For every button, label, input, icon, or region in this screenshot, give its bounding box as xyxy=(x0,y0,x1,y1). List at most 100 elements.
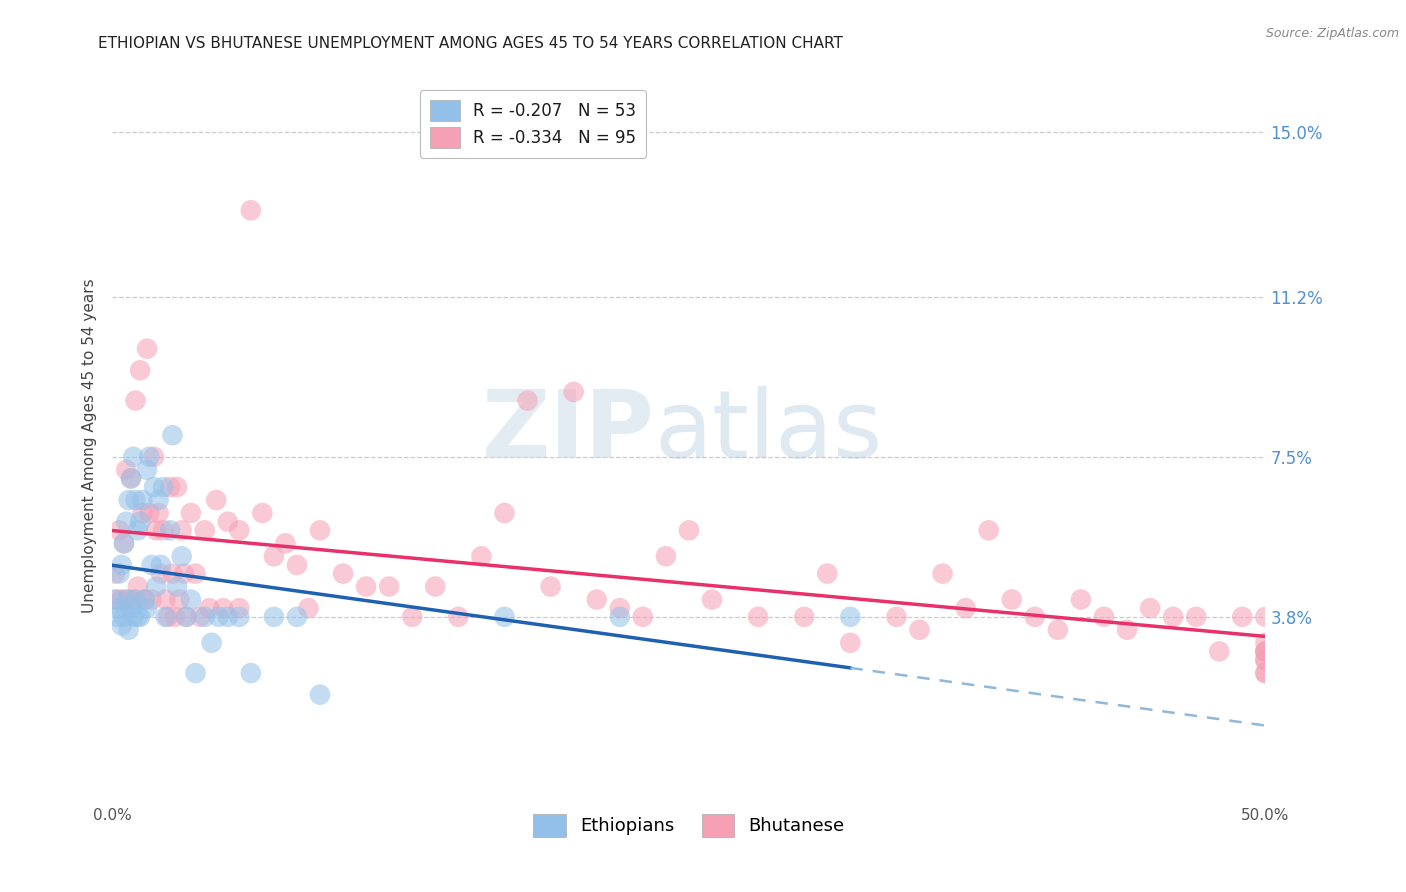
Point xyxy=(228,601,250,615)
Point xyxy=(747,610,769,624)
Point xyxy=(1161,610,1184,624)
Point xyxy=(263,549,285,564)
Point xyxy=(447,610,470,624)
Point xyxy=(159,480,181,494)
Point xyxy=(143,450,166,464)
Point xyxy=(112,536,135,550)
Point xyxy=(148,493,170,508)
Point xyxy=(194,610,217,624)
Point xyxy=(194,524,217,538)
Point xyxy=(122,592,145,607)
Point xyxy=(141,592,163,607)
Point xyxy=(141,558,163,572)
Point xyxy=(201,636,224,650)
Text: Source: ZipAtlas.com: Source: ZipAtlas.com xyxy=(1265,27,1399,40)
Point xyxy=(112,610,135,624)
Point xyxy=(115,515,138,529)
Point xyxy=(145,580,167,594)
Point xyxy=(108,524,131,538)
Point xyxy=(152,480,174,494)
Point xyxy=(1254,644,1277,658)
Point xyxy=(494,506,516,520)
Point xyxy=(931,566,953,581)
Point xyxy=(104,566,127,581)
Point xyxy=(174,610,197,624)
Point xyxy=(136,463,159,477)
Point xyxy=(163,610,186,624)
Point xyxy=(174,610,197,624)
Point xyxy=(127,610,149,624)
Point xyxy=(188,610,211,624)
Point xyxy=(470,549,492,564)
Point xyxy=(1139,601,1161,615)
Point xyxy=(252,506,274,520)
Point xyxy=(159,524,181,538)
Point xyxy=(180,506,202,520)
Text: atlas: atlas xyxy=(654,385,883,478)
Point xyxy=(180,592,202,607)
Point xyxy=(152,524,174,538)
Point xyxy=(124,393,146,408)
Point xyxy=(1254,610,1277,624)
Point xyxy=(401,610,423,624)
Point xyxy=(217,610,239,624)
Point xyxy=(1046,623,1069,637)
Point xyxy=(1254,644,1277,658)
Point xyxy=(170,524,193,538)
Point xyxy=(111,558,134,572)
Point xyxy=(1254,666,1277,681)
Point xyxy=(104,592,127,607)
Point xyxy=(134,592,156,607)
Point xyxy=(228,610,250,624)
Point xyxy=(309,524,332,538)
Point xyxy=(136,601,159,615)
Point xyxy=(124,592,146,607)
Point xyxy=(117,493,139,508)
Point xyxy=(166,580,188,594)
Point xyxy=(1254,644,1277,658)
Point xyxy=(516,393,538,408)
Point xyxy=(839,610,862,624)
Point xyxy=(111,592,134,607)
Point xyxy=(117,623,139,637)
Point xyxy=(239,666,262,681)
Point xyxy=(1185,610,1208,624)
Point xyxy=(129,515,152,529)
Point xyxy=(212,601,235,615)
Point xyxy=(170,549,193,564)
Point xyxy=(112,536,135,550)
Text: ZIP: ZIP xyxy=(481,385,654,478)
Point xyxy=(228,524,250,538)
Point xyxy=(138,450,160,464)
Point xyxy=(143,480,166,494)
Point xyxy=(217,515,239,529)
Point xyxy=(115,592,138,607)
Point xyxy=(122,610,145,624)
Point xyxy=(425,580,447,594)
Point xyxy=(120,471,142,485)
Point xyxy=(1232,610,1254,624)
Point xyxy=(815,566,838,581)
Point xyxy=(127,524,149,538)
Point xyxy=(1092,610,1115,624)
Point xyxy=(955,601,977,615)
Point xyxy=(562,384,585,399)
Point xyxy=(239,203,262,218)
Point xyxy=(309,688,332,702)
Point xyxy=(166,480,188,494)
Point xyxy=(169,592,191,607)
Point xyxy=(494,610,516,624)
Point xyxy=(631,610,654,624)
Point xyxy=(285,558,308,572)
Point xyxy=(108,601,131,615)
Point xyxy=(1254,636,1277,650)
Point xyxy=(136,342,159,356)
Point xyxy=(129,610,152,624)
Point xyxy=(585,592,607,607)
Point xyxy=(609,601,631,615)
Point xyxy=(149,566,172,581)
Point xyxy=(1070,592,1092,607)
Point xyxy=(1254,666,1277,681)
Point xyxy=(129,363,152,377)
Point xyxy=(263,610,285,624)
